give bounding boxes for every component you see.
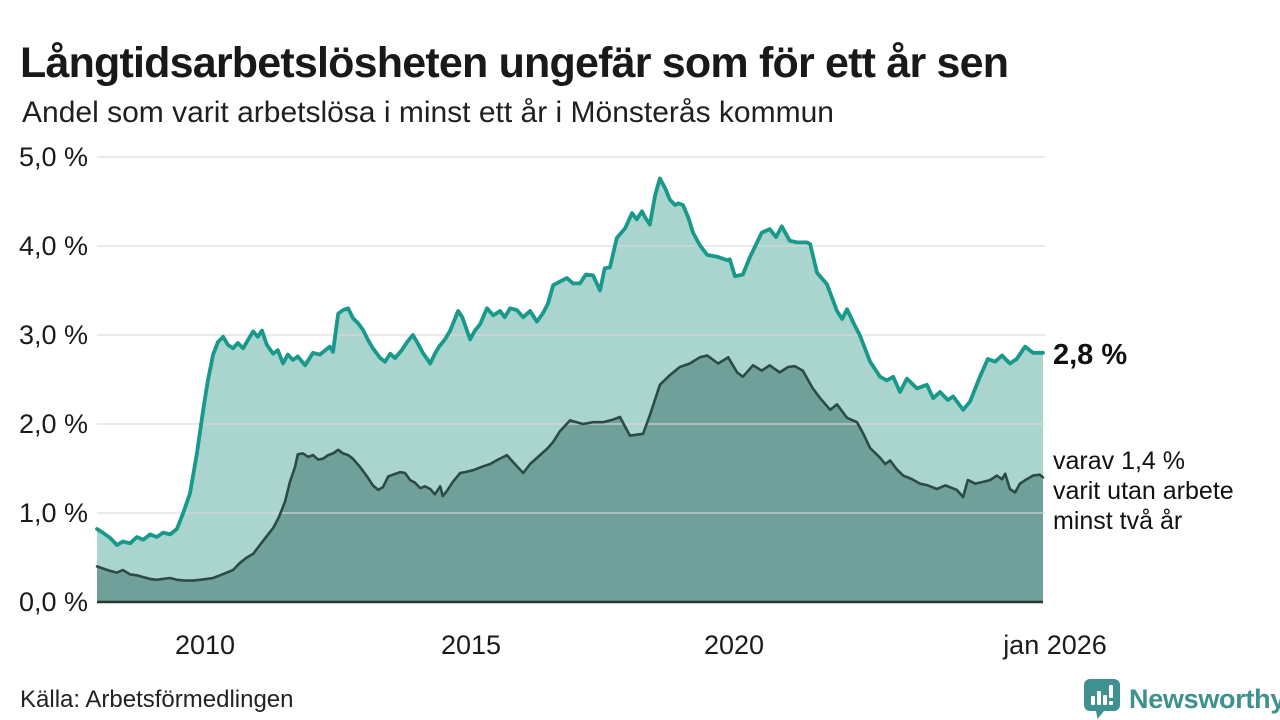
- source-credit: Källa: Arbetsförmedlingen: [20, 686, 294, 713]
- secondary-series-annotation: varav 1,4 % varit utan arbete minst två …: [1053, 446, 1234, 536]
- newsworthy-brand: Newsworthy: [1082, 678, 1280, 720]
- x-axis-tick-jan2026: jan 2026: [1003, 630, 1107, 660]
- area-fill-1: [97, 355, 1043, 602]
- x-axis-tick-2015: 2015: [440, 630, 502, 660]
- newsworthy-logo-text: Newsworthy: [1129, 683, 1280, 714]
- chart-subtitle: Andel som varit arbetslösa i minst ett å…: [22, 96, 834, 129]
- page-title: Långtidsarbetslösheten ungefär som för e…: [20, 38, 1009, 87]
- y-axis-tick-2: 2,0 %: [18, 409, 88, 439]
- series-line-1: [95, 354, 1045, 582]
- chart-plot-area: [95, 156, 1045, 604]
- series-line-0: [95, 176, 1045, 547]
- newsworthy-logo-icon: [1084, 679, 1120, 719]
- annotation-line-3: minst två år: [1053, 507, 1183, 535]
- unemployment-area-chart: [0, 140, 1280, 620]
- latest-value-label: 2,8 %: [1053, 339, 1128, 371]
- annotation-line-1: varav 1,4 %: [1053, 447, 1186, 475]
- y-axis-tick-5: 5,0 %: [18, 142, 88, 172]
- x-axis-tick-2020: 2020: [703, 630, 765, 660]
- x-axis-tick-2010: 2010: [174, 630, 236, 660]
- y-axis-tick-0: 0,0 %: [18, 587, 88, 617]
- annotation-line-2: varit utan arbete: [1053, 477, 1234, 505]
- y-axis-tick-3: 3,0 %: [18, 320, 88, 350]
- y-axis-tick-4: 4,0 %: [18, 231, 88, 261]
- y-axis-tick-1: 1,0 %: [18, 498, 88, 528]
